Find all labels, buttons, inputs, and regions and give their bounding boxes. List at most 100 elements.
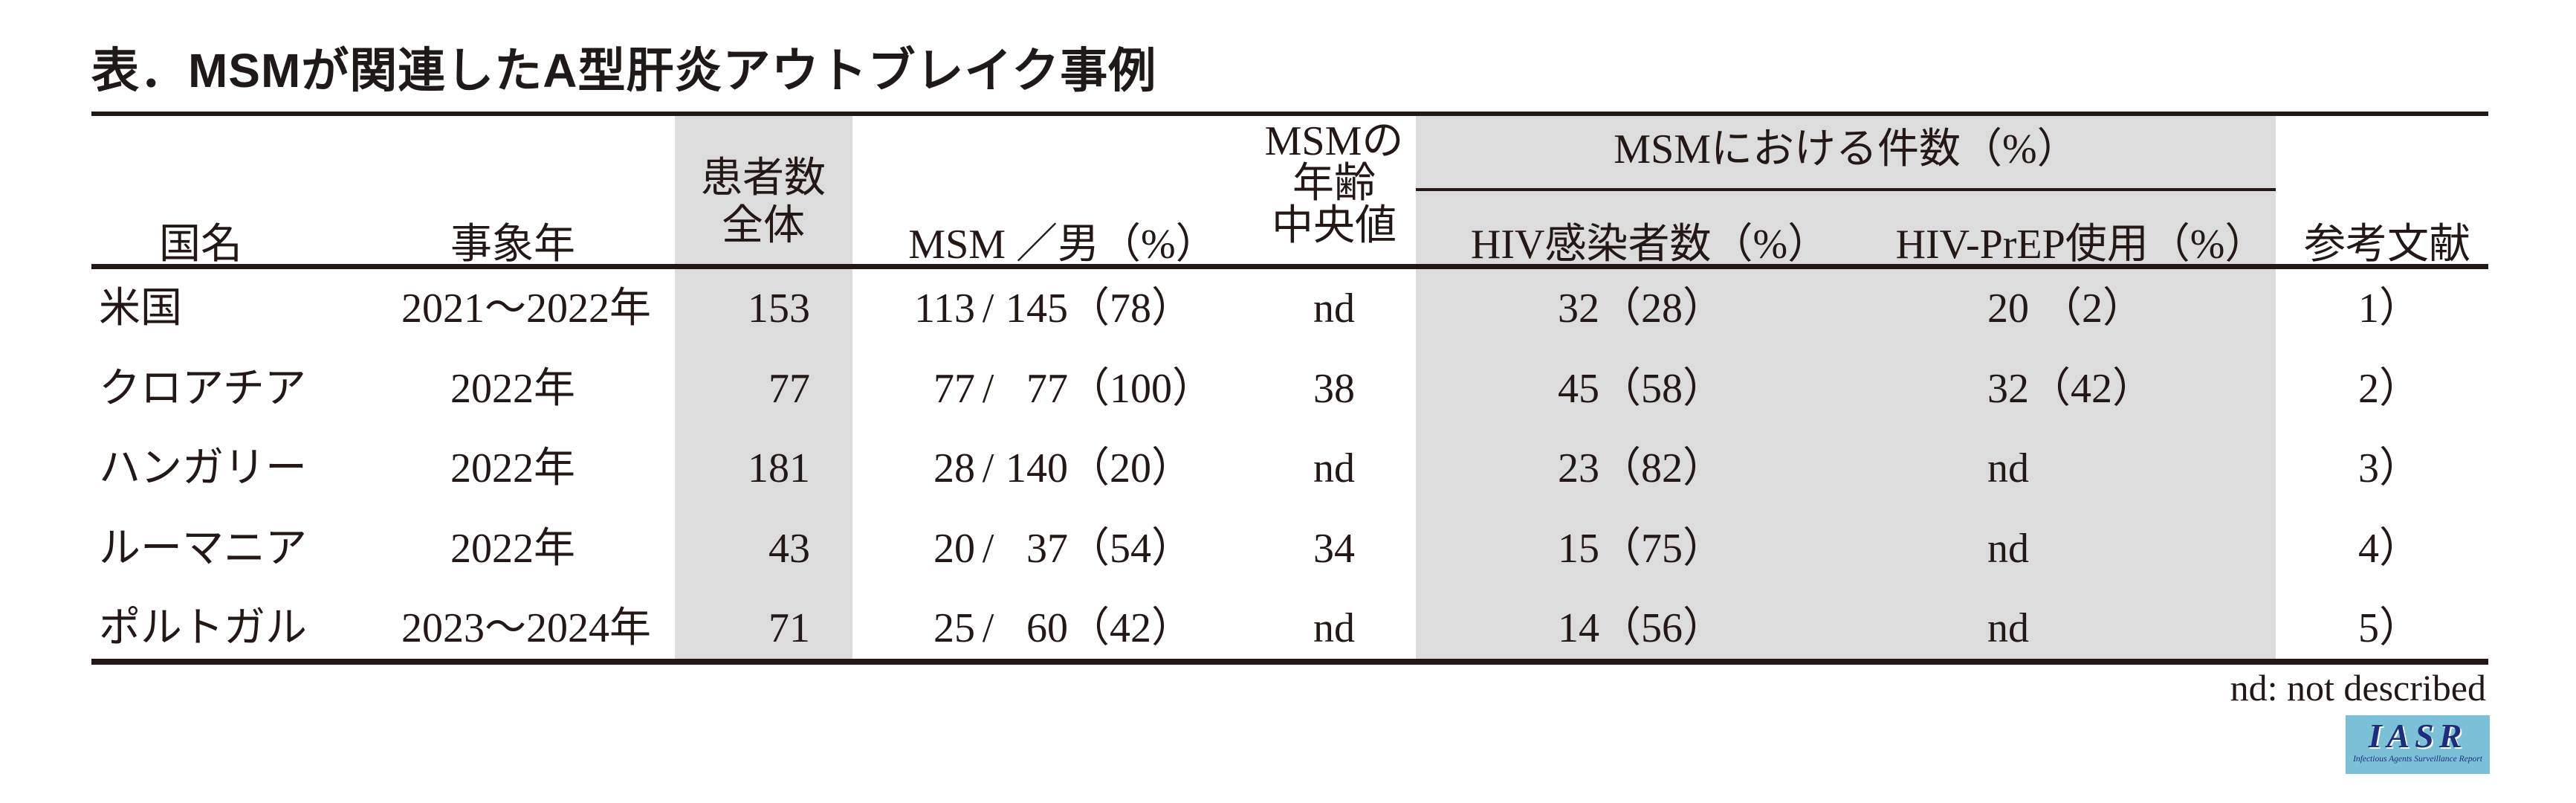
cell-country: ハンガリー — [99, 445, 307, 491]
cell-total-cases: 77 — [768, 366, 810, 412]
cell-hiv-positive: 15（75） — [1451, 509, 1724, 589]
data-table: 国名 事象年 患者数 全体 MSM ／男（%） MSMの 年齢 中央値 MSMに… — [91, 112, 2488, 665]
hiv-percent: （58） — [1599, 366, 1724, 412]
male-count: 77 — [1026, 366, 1068, 412]
male-count: 37 — [1026, 526, 1068, 572]
cell-msm-male: 20/ 37（54） — [851, 509, 1193, 589]
cell-hiv-prep: 20 （2） — [1880, 269, 2144, 349]
cell-country: ルーマニア — [99, 526, 307, 572]
cell-reference: 4） — [2358, 526, 2421, 572]
col-header-age-line3: 中央値 — [1272, 203, 1397, 249]
table-row: ルーマニア 2022年 43 20/ 37（54） 34 15（75） nd 4） — [91, 509, 2488, 589]
hiv-percent: （75） — [1599, 526, 1724, 572]
cell-year: 2022年 — [450, 526, 575, 572]
cell-year: 2022年 — [450, 366, 575, 412]
cell-total-cases: 153 — [748, 286, 810, 332]
iasr-logo: IASR Infectious Agents Surveillance Repo… — [2346, 715, 2490, 774]
hiv-percent: （28） — [1599, 286, 1724, 332]
cell-hiv-positive: 23（82） — [1451, 429, 1724, 509]
hiv-count: 32 — [1558, 286, 1599, 332]
msm-percent: （78） — [1068, 286, 1193, 332]
cell-hiv-prep: 32（42） — [1880, 349, 2154, 429]
table-rule-bottom — [91, 659, 2488, 665]
cell-reference: 1） — [2358, 286, 2421, 332]
cell-country: クロアチア — [99, 366, 306, 412]
msm-percent: （100） — [1068, 366, 1214, 412]
cell-reference: 5） — [2358, 605, 2421, 651]
col-header-age-line1: MSMの — [1264, 118, 1404, 164]
cell-hiv-positive: 45（58） — [1451, 349, 1724, 429]
cell-hiv-prep: nd — [1880, 509, 2144, 589]
logo-text: IASR — [2368, 717, 2467, 755]
msm-percent: （20） — [1068, 445, 1193, 491]
table-row: 米国 2021～2022年 153 113/145（78） nd 32（28） … — [91, 269, 2488, 349]
slash-separator: / — [982, 605, 994, 651]
prep-count: nd — [1987, 445, 2029, 491]
hiv-percent: （82） — [1599, 445, 1724, 491]
cell-total-cases: 71 — [768, 605, 810, 651]
msm-count: 77 — [933, 366, 975, 412]
cell-country: 米国 — [99, 286, 182, 332]
col-header-hiv-prep: HIV-PrEP使用（%） — [1895, 222, 2267, 268]
cell-total-cases: 181 — [748, 445, 810, 491]
male-count: 145 — [1006, 286, 1068, 332]
prep-percent: （2） — [2040, 286, 2144, 332]
hiv-count: 45 — [1558, 366, 1599, 412]
male-count: 140 — [1006, 445, 1068, 491]
col-header-total-cases: 患者数 全体 — [652, 155, 875, 250]
cell-msm-male: 113/ 145（78） — [851, 269, 1193, 349]
col-header-reference: 参考文献 — [2304, 222, 2470, 268]
table-title: 表．MSMが関連したA型肝炎アウトブレイク事例 — [91, 44, 1157, 97]
cell-reference: 3） — [2358, 445, 2421, 491]
cell-hiv-prep: nd — [1880, 589, 2144, 668]
table-rule-group-separator — [1416, 188, 2276, 191]
shaded-column-msm-group — [1416, 116, 2276, 660]
col-header-total-line1: 患者数 — [701, 155, 826, 201]
hiv-count: 15 — [1558, 526, 1599, 572]
cell-msm-male: 77/77（100） — [851, 349, 1214, 429]
cell-msm-age-median: nd — [1313, 286, 1355, 332]
cell-msm-male: 25/ 60（42） — [851, 589, 1193, 668]
col-header-msm-male: MSM ／男（%） — [908, 222, 1217, 268]
prep-count: nd — [1987, 526, 2029, 572]
cell-msm-age-median: 38 — [1313, 366, 1355, 412]
table-row: ハンガリー 2022年 181 28/140（20） nd 23（82） nd … — [91, 429, 2488, 509]
prep-count: 32 — [1987, 366, 2029, 412]
msm-count: 28 — [933, 445, 975, 491]
col-header-country: 国名 — [159, 222, 242, 268]
logo-subtitle: Infectious Agents Surveillance Report — [2353, 755, 2482, 764]
col-header-msm-age-median: MSMの 年齢 中央値 — [1223, 120, 1446, 248]
slash-separator: / — [982, 445, 994, 491]
cell-msm-male: 28/ 140（20） — [851, 429, 1193, 509]
msm-percent: （42） — [1068, 605, 1193, 651]
cell-hiv-positive: 14（56） — [1451, 589, 1724, 668]
col-header-total-line2: 全体 — [722, 203, 805, 249]
col-header-age-line2: 年齢 — [1292, 161, 1376, 207]
msm-count: 20 — [933, 526, 975, 572]
msm-count: 25 — [933, 605, 975, 651]
cell-total-cases: 43 — [768, 526, 810, 572]
cell-country: ポルトガル — [99, 605, 307, 651]
cell-reference: 2） — [2358, 366, 2421, 412]
cell-msm-age-median: nd — [1313, 605, 1355, 651]
male-count: 60 — [1026, 605, 1068, 651]
shaded-column-total — [675, 116, 852, 660]
table-row: ポルトガル 2023～2024年 71 25/60（42） nd 14（56） … — [91, 589, 2488, 668]
prep-count: 20 — [1987, 286, 2029, 332]
cell-hiv-positive: 32（28） — [1451, 269, 1724, 349]
prep-percent: （42） — [2029, 366, 2154, 412]
table-rule-header-bottom — [91, 264, 2488, 269]
col-header-hiv-positive: HIV感染者数（%） — [1470, 222, 1830, 268]
hiv-count: 23 — [1558, 445, 1599, 491]
cell-msm-age-median: 34 — [1313, 526, 1355, 572]
group-header-msm-counts: MSMにおける件数（%） — [1614, 126, 2079, 172]
hiv-count: 14 — [1558, 605, 1599, 651]
table-row: クロアチア 2022年 77 77/77（100） 38 45（58） 32（4… — [91, 349, 2488, 429]
slash-separator: / — [982, 286, 994, 332]
cell-year: 2022年 — [450, 445, 575, 491]
hiv-percent: （56） — [1599, 605, 1724, 651]
msm-percent: （54） — [1068, 526, 1193, 572]
cell-hiv-prep: nd — [1880, 429, 2144, 509]
prep-count: nd — [1987, 605, 2029, 651]
